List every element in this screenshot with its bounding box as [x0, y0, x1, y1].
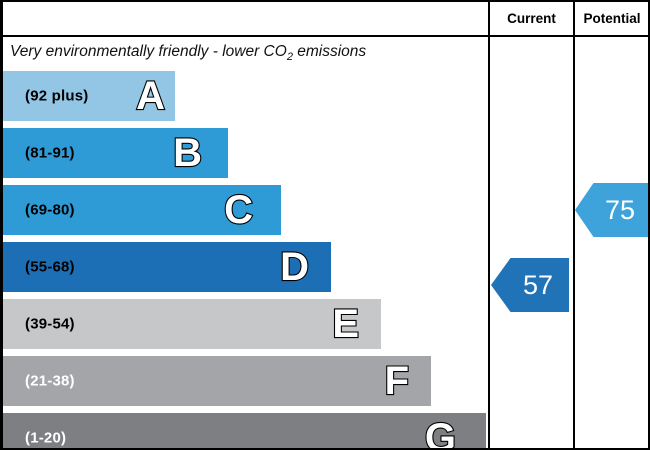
band-G-range-label: (1-20)	[25, 429, 67, 447]
band-E: (39-54) E	[3, 299, 381, 349]
chart-title: Very environmentally friendly - lower CO…	[10, 43, 485, 64]
band-A: (92 plus) A	[3, 71, 175, 121]
current-column-header: Current	[490, 2, 573, 35]
band-C-range-label: (69-80)	[25, 201, 75, 219]
chart-title-suffix: emissions	[292, 43, 367, 60]
potential-rating-value: 75	[604, 194, 636, 225]
chart-title-subscript: 2	[286, 51, 293, 64]
potential-column-header-label: Potential	[583, 11, 641, 26]
current-rating-value: 57	[522, 269, 554, 300]
band-G-letter: G	[424, 416, 457, 450]
current-column-header-label: Current	[507, 11, 556, 26]
band-A-letter: A	[135, 74, 166, 118]
band-B: (81-91) B	[3, 128, 228, 178]
potential-column-divider	[573, 2, 575, 448]
band-F-range-label: (21-38)	[25, 372, 75, 390]
band-B-letter: B	[172, 131, 203, 175]
band-F: (21-38) F	[3, 356, 431, 406]
band-C: (69-80) C	[3, 185, 281, 235]
band-D-range-label: (55-68)	[25, 258, 75, 276]
potential-column-header: Potential	[575, 2, 648, 35]
band-D: (55-68) D	[3, 242, 331, 292]
band-B-range-label: (81-91)	[25, 144, 75, 162]
current-rating-arrow: 57	[491, 258, 569, 312]
header-separator-line	[3, 35, 648, 37]
chart-title-text: Very environmentally friendly - lower CO	[10, 43, 287, 60]
potential-rating-arrow: 75	[575, 183, 648, 237]
band-G: (1-20) G	[3, 413, 486, 450]
band-D-letter: D	[279, 245, 310, 289]
band-F-letter: F	[383, 359, 410, 403]
band-C-letter: C	[223, 188, 254, 232]
band-A-range-label: (92 plus)	[25, 87, 89, 105]
current-column-divider	[488, 2, 490, 448]
band-E-range-label: (39-54)	[25, 315, 75, 333]
band-E-letter: E	[331, 302, 360, 346]
